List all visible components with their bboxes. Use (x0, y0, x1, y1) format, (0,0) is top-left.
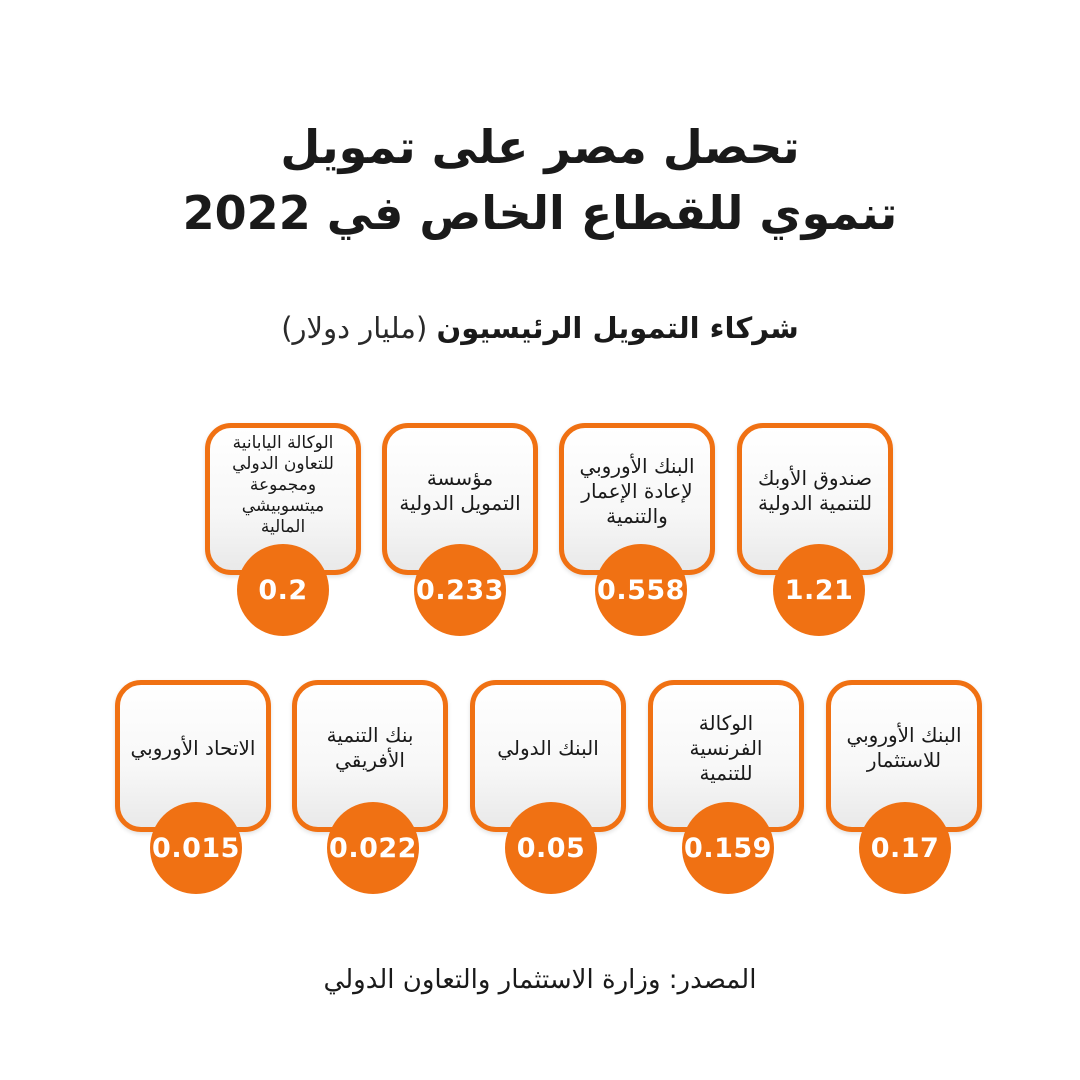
partner-value-badge: 0.17 (859, 802, 951, 894)
page-title-line-1: تحصل مصر على تمويل (280, 120, 800, 174)
partner-name: بنك التنمية الأفريقي (326, 723, 414, 772)
partner-name: مؤسسة التمويل الدولية (399, 466, 521, 515)
partner-value-badge: 1.21 (773, 544, 865, 636)
partner-value-badge: 0.2 (237, 544, 329, 636)
partner-card-ebrd: البنك الأوروبي لإعادة الإعمار والتنمية (559, 423, 715, 575)
partner-name: صندوق الأوبك للتنمية الدولية (757, 466, 873, 515)
partner-name: البنك الدولي (497, 735, 599, 760)
partner-value-badge: 0.022 (327, 802, 419, 894)
partner-value-badge: 0.233 (414, 544, 506, 636)
partner-value-badge: 0.015 (150, 802, 242, 894)
subtitle-unit: (مليار دولار) (281, 311, 428, 345)
partner-name: الاتحاد الأوروبي (130, 735, 256, 760)
partner-value-badge: 0.159 (682, 802, 774, 894)
page-title-line-2: تنموي للقطاع الخاص في 2022 (182, 186, 898, 240)
source-note: المصدر: وزارة الاستثمار والتعاون الدولي (323, 965, 757, 995)
partner-name: البنك الأوروبي للاستثمار (846, 723, 962, 772)
partner-card-afd: الوكالة الفرنسية للتنمية (648, 680, 804, 832)
section-subtitle: شركاء التمويل الرئيسيون (مليار دولار) (0, 306, 1080, 350)
partner-name: الوكالة الفرنسية للتنمية (689, 710, 763, 785)
partner-name: الوكالة اليابانية للتعاون الدولي ومجموعة… (232, 432, 334, 537)
partner-value-badge: 0.558 (595, 544, 687, 636)
partner-value-badge: 0.05 (505, 802, 597, 894)
subtitle-main: شركاء التمويل الرئيسيون (436, 311, 799, 345)
partner-name: البنك الأوروبي لإعادة الإعمار والتنمية (579, 453, 695, 528)
